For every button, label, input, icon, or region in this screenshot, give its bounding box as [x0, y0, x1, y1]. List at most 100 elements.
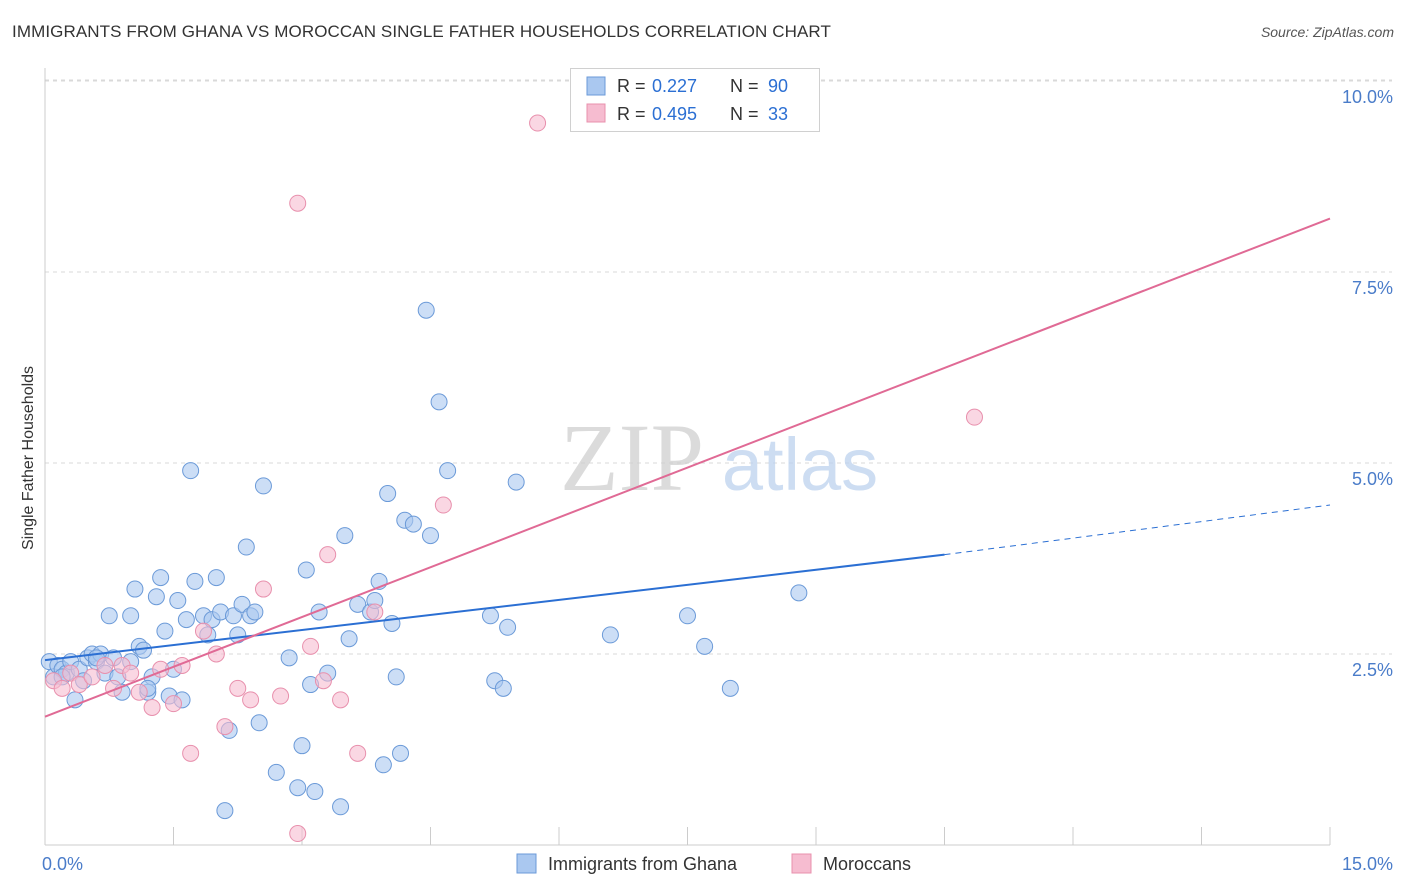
ghana-point — [507, 473, 525, 491]
ghana-point — [186, 572, 204, 590]
moroccan-trend-line — [44, 217, 1331, 718]
series-moroccan-points — [45, 114, 983, 843]
ghana-point — [404, 515, 422, 533]
axes — [44, 68, 1331, 846]
moroccan-point — [434, 496, 452, 514]
ghana-point — [439, 462, 457, 480]
ghana-point — [122, 607, 140, 625]
moroccan-point — [70, 676, 88, 694]
ghana-trend-line — [44, 553, 945, 662]
ghana-point — [207, 569, 225, 587]
bottom-legend-label-ghana: Immigrants from Ghana — [548, 854, 738, 874]
legend-swatch-moroccan — [586, 103, 606, 123]
ghana-point — [696, 637, 714, 655]
moroccan-point — [130, 683, 148, 701]
ghana-trend-extension — [944, 504, 1331, 556]
series-ghana-points — [40, 301, 808, 820]
ghana-point — [182, 462, 200, 480]
ghana-point — [246, 603, 264, 621]
ghana-point — [392, 744, 410, 762]
legend-r-value-2: 0.495 — [652, 104, 697, 124]
moroccan-point — [83, 668, 101, 686]
legend-n-value-1: 90 — [768, 76, 788, 96]
ghana-point — [417, 301, 435, 319]
ghana-point — [293, 737, 311, 755]
ghana-point — [790, 584, 808, 602]
moroccan-point — [289, 194, 307, 212]
legend-n-value-2: 33 — [768, 104, 788, 124]
moroccan-point — [529, 114, 547, 132]
chart-title: IMMIGRANTS FROM GHANA VS MOROCCAN SINGLE… — [12, 22, 831, 41]
y-tick-label: 10.0% — [1342, 87, 1393, 107]
legend-r-label-2: R = — [617, 104, 646, 124]
bottom-legend-swatch-ghana — [516, 853, 537, 874]
ghana-point — [177, 611, 195, 629]
source-label: Source: ZipAtlas.com — [1260, 24, 1394, 40]
ghana-point — [387, 668, 405, 686]
ghana-point — [494, 679, 512, 697]
ghana-point — [601, 626, 619, 644]
moroccan-point — [314, 672, 332, 690]
ghana-point — [100, 607, 118, 625]
moroccan-point — [302, 637, 320, 655]
ghana-point — [374, 756, 392, 774]
moroccan-point — [332, 691, 350, 709]
watermark-zip: ZIP — [560, 404, 704, 511]
ghana-point — [216, 802, 234, 820]
trend-lines — [44, 217, 1331, 718]
ghana-point — [430, 393, 448, 411]
moroccan-point — [965, 408, 983, 426]
legend-n-label-1: N = — [730, 76, 759, 96]
moroccan-point — [62, 664, 80, 682]
ghana-point — [336, 527, 354, 545]
moroccan-point — [366, 603, 384, 621]
moroccan-point — [53, 679, 71, 697]
moroccan-point — [194, 622, 212, 640]
ghana-point — [280, 649, 298, 667]
y-axis-label: Single Father Households — [20, 366, 37, 550]
tick-labels: 2.5% 5.0% 7.5% 10.0% 0.0% 15.0% — [42, 87, 1393, 874]
legend: R = 0.227 N = 90 R = 0.495 N = 33 — [570, 68, 820, 132]
y-tick-label: 7.5% — [1352, 278, 1393, 298]
legend-content: R = 0.227 N = 90 R = 0.495 N = 33 — [586, 76, 788, 124]
ghana-point — [267, 763, 285, 781]
ghana-point — [233, 595, 251, 613]
legend-r-value-1: 0.227 — [652, 76, 697, 96]
ghana-point — [254, 477, 272, 495]
ghana-point — [147, 588, 165, 606]
ghana-point — [126, 580, 144, 598]
ghana-point — [250, 714, 268, 732]
bottom-legend-content: Immigrants from Ghana Moroccans — [516, 853, 911, 874]
moroccan-point — [242, 691, 260, 709]
ghana-point — [224, 607, 242, 625]
moroccan-point — [319, 546, 337, 564]
legend-swatch-ghana — [586, 76, 606, 96]
moroccan-point — [349, 744, 367, 762]
ghana-point — [289, 779, 307, 797]
ghana-point — [169, 592, 187, 610]
ghana-point — [306, 783, 324, 801]
watermark-atlas: atlas — [722, 423, 878, 506]
y-tick-label: 2.5% — [1352, 660, 1393, 680]
ghana-point — [237, 538, 255, 556]
bottom-legend-swatch-moroccan — [791, 853, 812, 874]
ghana-point — [499, 618, 517, 636]
bottom-legend-label-moroccan: Moroccans — [823, 854, 911, 874]
ghana-point — [156, 622, 174, 640]
ghana-point — [379, 485, 397, 503]
moroccan-point — [254, 580, 272, 598]
moroccan-point — [143, 698, 161, 716]
moroccan-point — [165, 695, 182, 713]
ghana-point — [332, 798, 350, 816]
bottom-legend: Immigrants from Ghana Moroccans — [0, 852, 1406, 876]
grid-lines — [45, 79, 1392, 655]
watermark: ZIP atlas — [560, 404, 878, 511]
moroccan-point — [229, 679, 247, 697]
moroccan-point — [122, 664, 140, 682]
ghana-point — [422, 527, 439, 545]
ghana-point — [679, 607, 696, 625]
moroccan-point — [272, 687, 290, 705]
ghana-point — [340, 630, 358, 648]
ghana-point — [152, 569, 170, 587]
